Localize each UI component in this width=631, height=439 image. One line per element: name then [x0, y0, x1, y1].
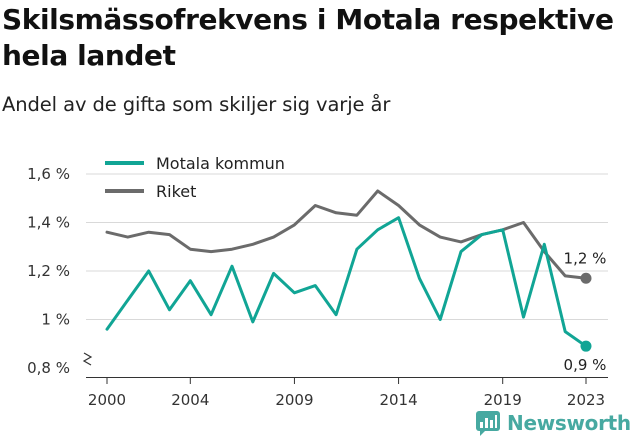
axes: 0,8 % 1 % 1,2 % 1,4 % 1,6 % 2000 2004 2009 2014 2… [27, 165, 608, 409]
y-tick-label: 1,6 % [27, 165, 70, 183]
y-tick-label: 1,4 % [27, 214, 70, 232]
chart-title: Skilsmässofrekvens i Motala respektive h… [2, 3, 614, 72]
brand-name: Newsworthy [507, 411, 631, 435]
y-tick-label: 1 % [41, 311, 70, 329]
x-tick-label: 2019 [484, 391, 522, 409]
axis-break-icon [82, 352, 93, 366]
newsworthy-logo-icon [476, 411, 500, 436]
y-tick-label: 1,2 % [27, 262, 70, 280]
legend: Motala kommun Riket [105, 154, 285, 201]
legend-label-riket: Riket [156, 182, 196, 201]
end-label-riket: 1,2 % [564, 249, 607, 267]
gridlines [86, 173, 608, 320]
end-point-motala [580, 340, 592, 352]
series-lines [105, 189, 592, 352]
x-tick-label: 2004 [171, 391, 209, 409]
series-line-riket [105, 189, 588, 280]
end-point-riket [580, 272, 592, 284]
end-labels: 0,9 % 1,2 % [564, 249, 607, 374]
series-line-motala [105, 216, 588, 348]
x-tick-label: 2023 [567, 391, 605, 409]
y-tick-label: 0,8 % [27, 359, 70, 377]
x-tick-label: 2009 [275, 391, 313, 409]
brand-logo: Newsworthy [475, 408, 631, 438]
legend-label-motala: Motala kommun [156, 154, 285, 173]
x-tick-label: 2000 [88, 391, 126, 409]
end-label-motala: 0,9 % [564, 356, 607, 374]
chart-subtitle: Andel av de gifta som skiljer sig varje … [2, 93, 391, 116]
x-tick-label: 2014 [379, 391, 417, 409]
